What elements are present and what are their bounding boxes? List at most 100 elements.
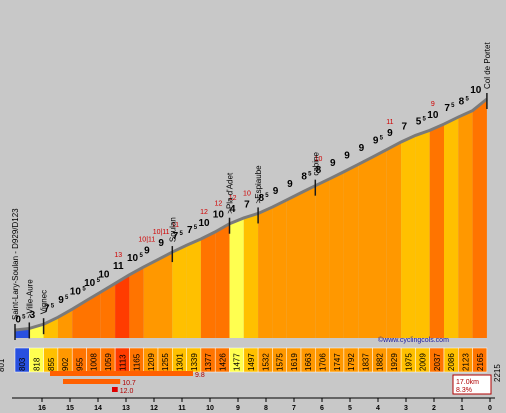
profile-segment <box>243 213 259 338</box>
elevation-label: 1301 <box>175 353 184 371</box>
steep-section-bar <box>112 387 118 392</box>
elevation-label: 1426 <box>218 353 227 371</box>
gradient-label: 9 <box>287 179 293 190</box>
profile-segment <box>372 149 387 338</box>
gradient-label: 9 <box>387 128 393 139</box>
elevation-label: 1929 <box>390 353 399 371</box>
max-gradient-label: 12 <box>229 195 237 202</box>
place-label: >Ville-Aure <box>25 279 34 319</box>
elevation-label: 1747 <box>333 353 342 371</box>
gradient-label: 9 <box>330 158 336 169</box>
max-gradient-label: 10 <box>243 190 251 197</box>
gradient-label: 10 <box>470 85 482 96</box>
steep-section-label: 12.0 <box>120 388 134 395</box>
elevation-label: 902 <box>61 357 70 371</box>
max-gradient-label: 10|11 <box>138 237 155 244</box>
gradient-label: 7 <box>187 225 193 236</box>
gradient-label: 9 <box>158 238 164 249</box>
elevation-label: 2009 <box>419 353 428 371</box>
distance-tick-label: 5 <box>348 405 352 412</box>
profile-segment <box>72 300 87 338</box>
gradient-decimal: 5 <box>65 295 69 301</box>
elevation-label: 1975 <box>404 353 413 371</box>
gradient-label: 10 <box>70 287 82 298</box>
profile-segment <box>315 178 330 338</box>
elevation-label: 818 <box>32 357 41 371</box>
profile-segment <box>286 192 301 338</box>
gradient-decimal: 5 <box>194 225 198 231</box>
distance-tick-label: 2 <box>432 405 436 412</box>
steep-section-bar <box>50 371 193 376</box>
elevation-label: 1113 <box>118 354 127 371</box>
summary-box-frame <box>452 374 492 395</box>
profile-segment <box>229 217 244 338</box>
profile-segment <box>458 110 473 339</box>
elevation-label: 1008 <box>90 353 99 371</box>
place-label: Soulan <box>168 217 177 242</box>
elevation-cell <box>472 347 488 373</box>
elevation-label: 855 <box>47 357 56 371</box>
distance-tick-label: 8 <box>264 405 268 412</box>
gradient-label: 9 <box>58 295 64 306</box>
place-labels: Saint-Lary-Soulan - D929/D123 >Ville-Aure… <box>11 42 492 340</box>
elevation-label: 1165 <box>133 353 142 371</box>
distance-tick-label: 10 <box>206 405 214 412</box>
elevation-label: 1059 <box>104 353 113 371</box>
gradient-label: 11 <box>113 261 124 272</box>
elevation-label: 1663 <box>304 353 313 371</box>
max-gradient-label: 10|11 <box>153 229 170 236</box>
credit-text: ©www.cyclingcols.com <box>378 336 449 344</box>
profile-segment <box>429 124 444 338</box>
steep-section-label: 10.7 <box>122 380 136 387</box>
elevation-label: 1575 <box>276 353 285 371</box>
elevation-label: 1532 <box>261 353 270 371</box>
place-label: Saint-Lary-Soulan - D929/D123 <box>11 208 20 320</box>
gradient-label: 10 <box>427 110 439 121</box>
gradient-decimal: 5 <box>465 97 469 103</box>
profile-segment <box>143 259 158 338</box>
road-line <box>14 97 488 332</box>
gradient-label: 8 <box>301 172 307 183</box>
profile-segment <box>301 185 316 338</box>
gradient-label: 9 <box>273 186 279 197</box>
gradient-decimal: 5 <box>265 193 269 199</box>
profile-segment <box>100 283 116 338</box>
max-gradient-label: 13 <box>114 252 122 259</box>
elevation-label: 1377 <box>204 353 213 371</box>
gradient-label: 7 <box>173 231 179 242</box>
profile-segment <box>258 207 273 338</box>
profile-segment <box>200 231 216 338</box>
distance-tick-label: 7 <box>292 405 296 412</box>
profile-segment <box>158 252 173 338</box>
gradient-label: 5 <box>416 116 422 127</box>
summary-distance: 17.0km <box>456 379 479 386</box>
distance-tick-label: 6 <box>320 405 324 412</box>
distance-tick-label: 4 <box>376 405 380 412</box>
gradient-label: 0 <box>15 314 21 325</box>
distance-tick-label: 11 <box>178 405 186 412</box>
distance-tick-label: 16 <box>38 405 46 412</box>
gradient-decimal: 5 <box>140 253 144 259</box>
road-path <box>14 97 488 332</box>
distance-tick-label: 14 <box>94 405 102 412</box>
gradient-label: 10 <box>127 253 139 264</box>
gradient-label: 10 <box>98 269 110 280</box>
steep-section-label: 9.8 <box>195 372 205 379</box>
elevation-label: 803 <box>18 357 27 371</box>
profile-segment <box>386 141 402 338</box>
gradient-label: 8 <box>459 97 465 108</box>
distance-tick-label: 3 <box>404 405 408 412</box>
elevation-label: 1339 <box>190 353 199 371</box>
place-label: Col de Portet <box>483 42 492 89</box>
end-elevation-label: 2215 <box>493 364 502 382</box>
profile-fill <box>15 99 487 339</box>
profile-segment <box>358 157 373 338</box>
distance-tick-label: 15 <box>66 405 74 412</box>
summary-box: 17.0km 8.3% <box>452 374 492 395</box>
gradient-label: 9 <box>359 143 365 154</box>
max-gradient-label: 12 <box>200 209 208 216</box>
gradient-label: 3 <box>30 310 36 321</box>
gradient-label: 10 <box>84 278 96 289</box>
